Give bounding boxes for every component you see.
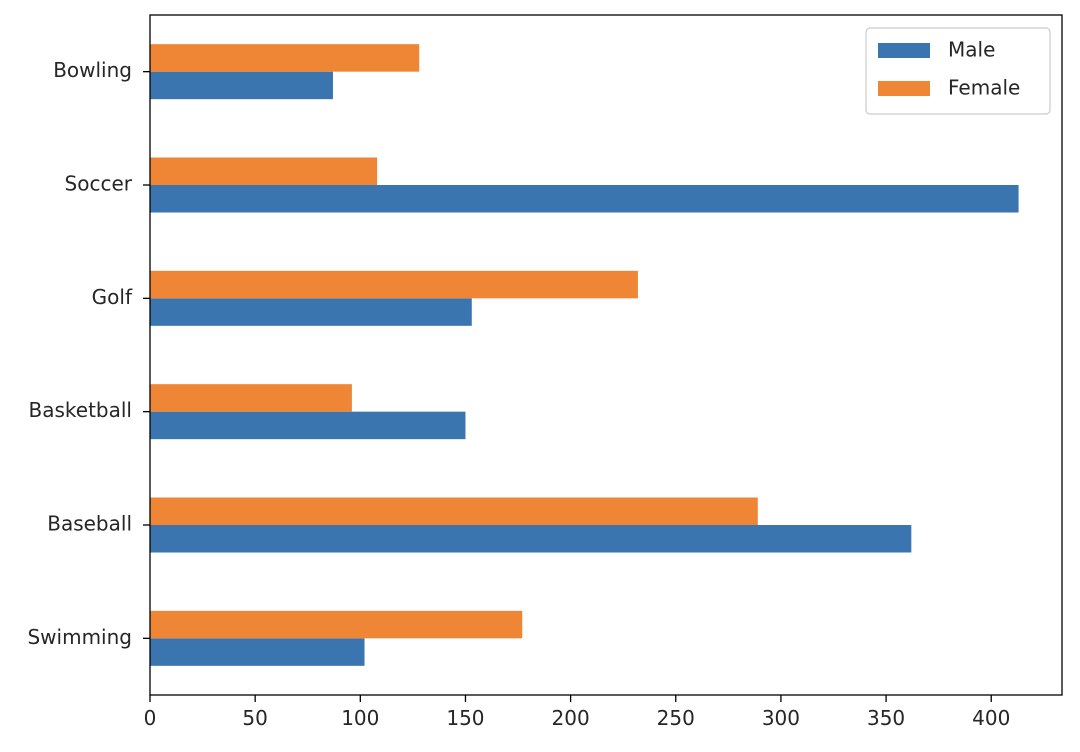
y-tick-label-basketball: Basketball (29, 398, 132, 422)
bar-female-swimming (150, 610, 523, 639)
legend: Male Female (865, 27, 1051, 115)
legend-label-female: Female (948, 76, 1020, 100)
bars-layer (150, 44, 1019, 666)
y-tick-label-swimming: Swimming (27, 625, 132, 649)
x-tick-label-400: 400 (972, 706, 1010, 730)
y-tick-label-golf: Golf (92, 285, 133, 309)
bar-male-bowling (150, 71, 333, 100)
bar-female-golf (150, 270, 638, 299)
x-tick-label-50: 50 (242, 706, 267, 730)
x-tick-label-250: 250 (657, 706, 695, 730)
bar-male-golf (150, 298, 472, 326)
x-tick-label-100: 100 (341, 706, 379, 730)
axes-layer: Swimming Baseball Basketball Golf Soccer Bowl… (27, 14, 1063, 730)
x-tick-label-150: 150 (446, 706, 484, 730)
bar-female-bowling (150, 44, 420, 72)
legend-swatch-male (878, 43, 930, 58)
bar-male-swimming (150, 638, 365, 666)
bar-female-baseball (150, 497, 758, 525)
legend-label-male: Male (948, 38, 995, 62)
x-tick-label-350: 350 (867, 706, 905, 730)
bar-male-soccer (150, 185, 1019, 213)
bar-male-baseball (150, 525, 912, 553)
x-tick-label-300: 300 (762, 706, 800, 730)
bar-male-basketball (150, 411, 466, 440)
legend-swatch-female (878, 81, 930, 96)
y-tick-label-baseball: Baseball (47, 512, 132, 536)
y-tick-label-soccer: Soccer (65, 172, 133, 196)
bar-female-basketball (150, 384, 352, 412)
plot-frame (149, 14, 1063, 696)
bar-female-soccer (150, 157, 378, 185)
y-tick-label-bowling: Bowling (53, 58, 132, 82)
x-tick-label-200: 200 (552, 706, 590, 730)
x-tick-label-0: 0 (144, 706, 157, 730)
